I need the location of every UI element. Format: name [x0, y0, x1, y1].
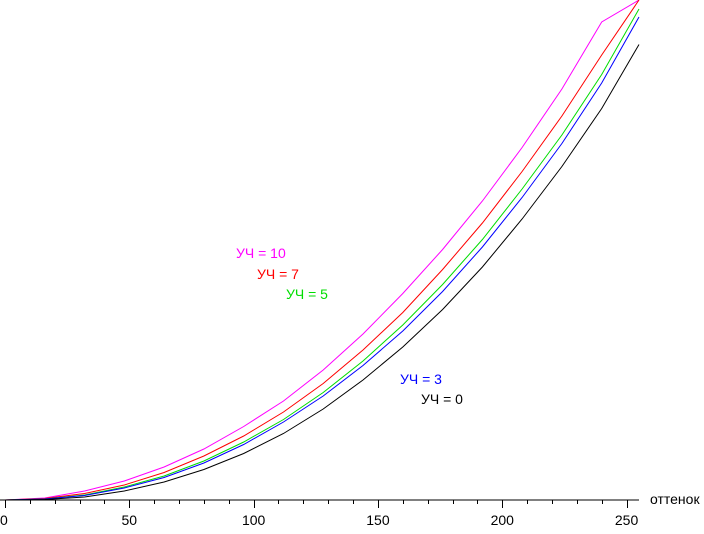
x-tick-label: 150: [366, 512, 390, 528]
series-curves: [4, 0, 640, 501]
x-tick-label: 0: [0, 512, 8, 528]
x-tick-label: 50: [122, 512, 138, 528]
series-line-1: [4, 0, 640, 501]
series-label-0: УЧ = 10: [236, 245, 286, 261]
x-axis: 0 50 100 150 200 250 оттенок: [0, 491, 700, 528]
series-label-3: УЧ = 3: [400, 371, 442, 387]
series-label-1: УЧ = 7: [257, 266, 299, 282]
series-label-2: УЧ = 5: [286, 286, 328, 302]
series-line-3: [4, 16, 640, 501]
x-axis-label: оттенок: [650, 491, 700, 507]
x-tick-label: 200: [491, 512, 515, 528]
series-line-2: [4, 8, 640, 501]
series-label-4: УЧ = 0: [421, 391, 463, 407]
x-tick-label: 100: [242, 512, 266, 528]
series-line-4: [4, 44, 640, 501]
x-tick-label: 250: [615, 512, 639, 528]
series-labels: УЧ = 10 УЧ = 7 УЧ = 5 УЧ = 3 УЧ = 0: [236, 245, 463, 407]
series-line-0: [4, 0, 640, 501]
